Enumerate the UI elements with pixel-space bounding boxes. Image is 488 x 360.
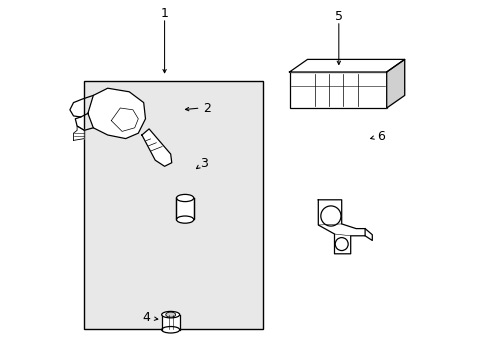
Text: 6: 6 (376, 130, 384, 143)
Bar (289, 72, 386, 108)
Polygon shape (318, 200, 365, 254)
Bar (84, 81, 262, 329)
Circle shape (320, 206, 340, 226)
Polygon shape (289, 59, 404, 72)
Polygon shape (88, 88, 145, 139)
Ellipse shape (165, 312, 175, 317)
Polygon shape (386, 59, 404, 108)
Text: 5: 5 (334, 10, 342, 23)
Ellipse shape (162, 311, 179, 318)
Ellipse shape (176, 194, 193, 202)
Text: 4: 4 (142, 311, 150, 324)
Circle shape (335, 238, 347, 251)
Polygon shape (365, 229, 371, 240)
Polygon shape (73, 126, 84, 140)
Text: 2: 2 (203, 102, 210, 114)
Ellipse shape (176, 216, 193, 223)
Ellipse shape (162, 327, 179, 333)
Bar (176, 198, 193, 220)
Text: 1: 1 (161, 7, 168, 20)
Polygon shape (142, 129, 171, 166)
Text: 3: 3 (200, 157, 208, 170)
Bar (162, 315, 179, 330)
